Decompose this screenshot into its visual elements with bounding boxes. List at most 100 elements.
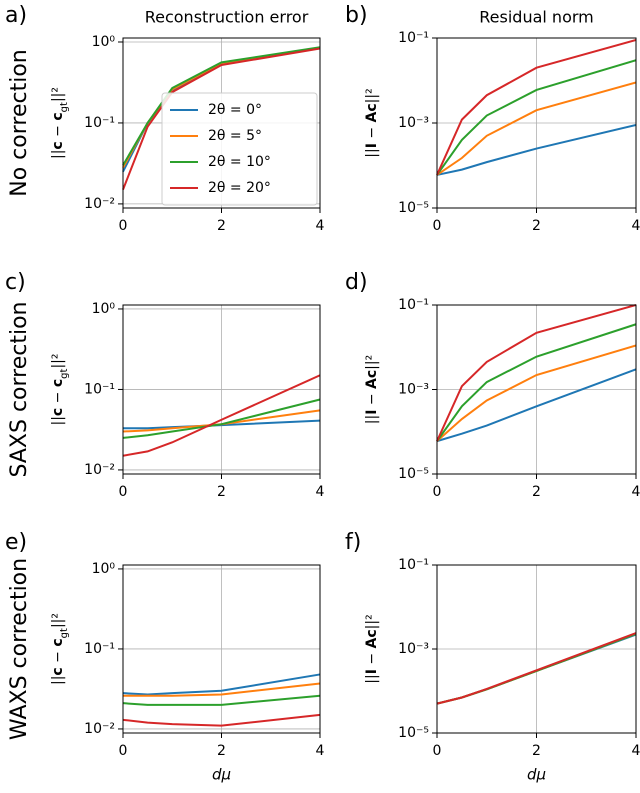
- y-tick-label: 10⁻³: [398, 115, 429, 131]
- y-axis-label: ||I − Ac||²: [364, 88, 380, 157]
- y-axis-label-part: ||²: [50, 613, 66, 628]
- x-tick-label: 4: [316, 484, 325, 500]
- x-tick-label: 2: [217, 218, 226, 234]
- y-axis-label-part: I: [364, 143, 380, 148]
- line-series: [122, 694, 321, 706]
- y-tick-label: 10⁻²: [84, 721, 115, 737]
- x-tick-label: 4: [632, 484, 640, 500]
- y-tick-label: 10⁻³: [398, 382, 429, 398]
- line-series: [436, 81, 637, 176]
- y-axis-label-part: ||: [50, 416, 66, 425]
- y-axis-label-part: c: [50, 379, 66, 387]
- y-tick-label: 10⁻¹: [84, 381, 115, 397]
- y-axis-label-part: I: [364, 410, 380, 415]
- row-label: No correction: [7, 49, 32, 196]
- x-tick-label: 4: [316, 743, 325, 759]
- line-series: [436, 123, 637, 176]
- panel-label: f): [345, 530, 361, 555]
- plot-frame: [436, 564, 637, 734]
- y-axis-label-part: Ac: [364, 629, 380, 648]
- y-axis-label-part: I: [364, 669, 380, 674]
- plot-frame: [122, 37, 321, 209]
- y-axis-label: ||c − cgt||²: [50, 613, 70, 685]
- panel-label: a): [5, 3, 27, 28]
- x-tick-label: 0: [119, 218, 128, 234]
- line-series: [436, 632, 637, 705]
- line-series: [436, 304, 637, 442]
- y-axis-label-part: ||: [364, 148, 380, 157]
- y-tick-label: 10⁰: [92, 34, 116, 50]
- x-axis-label: dμ: [212, 766, 231, 784]
- legend-label: 2θ = 0°: [208, 102, 262, 118]
- y-axis-label-part: −: [364, 648, 380, 669]
- y-tick-label: 10⁻⁵: [398, 200, 429, 216]
- y-axis-label-part: −: [364, 122, 380, 143]
- y-axis-label-part: ||: [50, 676, 66, 685]
- line-series: [436, 38, 637, 176]
- y-axis-label-part: ||: [50, 150, 66, 159]
- plot-frame: [122, 304, 321, 475]
- line-series: [436, 323, 637, 442]
- y-axis-label-part: −: [50, 121, 66, 142]
- y-tick-label: 10⁻⁵: [398, 466, 429, 482]
- y-axis-label-part: gt: [59, 628, 70, 638]
- panel-label: b): [345, 3, 368, 28]
- y-axis-label: ||I − Ac||²: [364, 614, 380, 683]
- line-series: [122, 673, 321, 696]
- y-tick-label: 10⁻¹: [398, 30, 429, 46]
- line-series: [122, 46, 321, 166]
- x-tick-label: 2: [217, 743, 226, 759]
- line-series: [122, 47, 321, 191]
- y-tick-label: 10⁰: [92, 301, 116, 317]
- y-tick-label: 10⁰: [92, 561, 116, 577]
- y-axis-label-part: c: [50, 667, 66, 675]
- panel-label: d): [345, 270, 368, 295]
- legend-label: 2θ = 20°: [208, 180, 271, 196]
- y-axis-label-part: c: [50, 408, 66, 416]
- x-tick-label: 0: [433, 484, 442, 500]
- line-series: [436, 59, 637, 176]
- x-axis-label: dμ: [527, 766, 546, 784]
- y-axis-label-part: c: [50, 112, 66, 120]
- y-axis-label-part: gt: [59, 368, 70, 378]
- y-tick-label: 10⁻²: [84, 196, 115, 212]
- x-tick-label: 0: [119, 484, 128, 500]
- y-axis-label-part: gt: [59, 102, 70, 112]
- legend-box: [161, 92, 318, 206]
- x-tick-label: 0: [433, 218, 442, 234]
- y-axis-label-part: Ac: [364, 370, 380, 389]
- y-axis-label-part: ||²: [364, 614, 380, 629]
- plot-frame: [122, 564, 321, 734]
- y-axis-label-part: −: [50, 387, 66, 408]
- y-axis-label-part: −: [364, 389, 380, 410]
- y-tick-label: 10⁻¹: [398, 557, 429, 573]
- line-series: [122, 398, 321, 439]
- y-axis-label: ||I − Ac||²: [364, 355, 380, 424]
- line-series: [436, 344, 637, 442]
- y-axis-label: ||c − cgt||²: [50, 87, 70, 159]
- x-tick-label: 2: [532, 484, 541, 500]
- line-series: [122, 713, 321, 727]
- row-label: SAXS correction: [7, 302, 32, 478]
- plot-frame: [436, 304, 637, 475]
- y-tick-label: 10⁻²: [84, 462, 115, 478]
- x-tick-label: 2: [217, 484, 226, 500]
- y-tick-label: 10⁻¹: [398, 297, 429, 313]
- y-axis-label: ||c − cgt||²: [50, 353, 70, 425]
- y-axis-label-part: −: [50, 647, 66, 668]
- y-axis-label-part: ||²: [50, 87, 66, 102]
- legend-label: 2θ = 10°: [208, 154, 271, 170]
- line-series: [123, 682, 321, 697]
- row-label: WAXS correction: [7, 558, 32, 740]
- y-axis-label-part: c: [50, 141, 66, 149]
- y-tick-label: 10⁻¹: [84, 641, 115, 657]
- y-axis-label-part: ||: [364, 415, 380, 424]
- y-axis-label-part: Ac: [364, 103, 380, 122]
- x-tick-label: 0: [119, 743, 128, 759]
- panel-title: Reconstruction error: [145, 8, 309, 27]
- x-tick-label: 4: [316, 218, 325, 234]
- y-axis-label-part: ||: [364, 674, 380, 683]
- line-series: [122, 409, 321, 433]
- y-axis-label-part: ||²: [364, 355, 380, 370]
